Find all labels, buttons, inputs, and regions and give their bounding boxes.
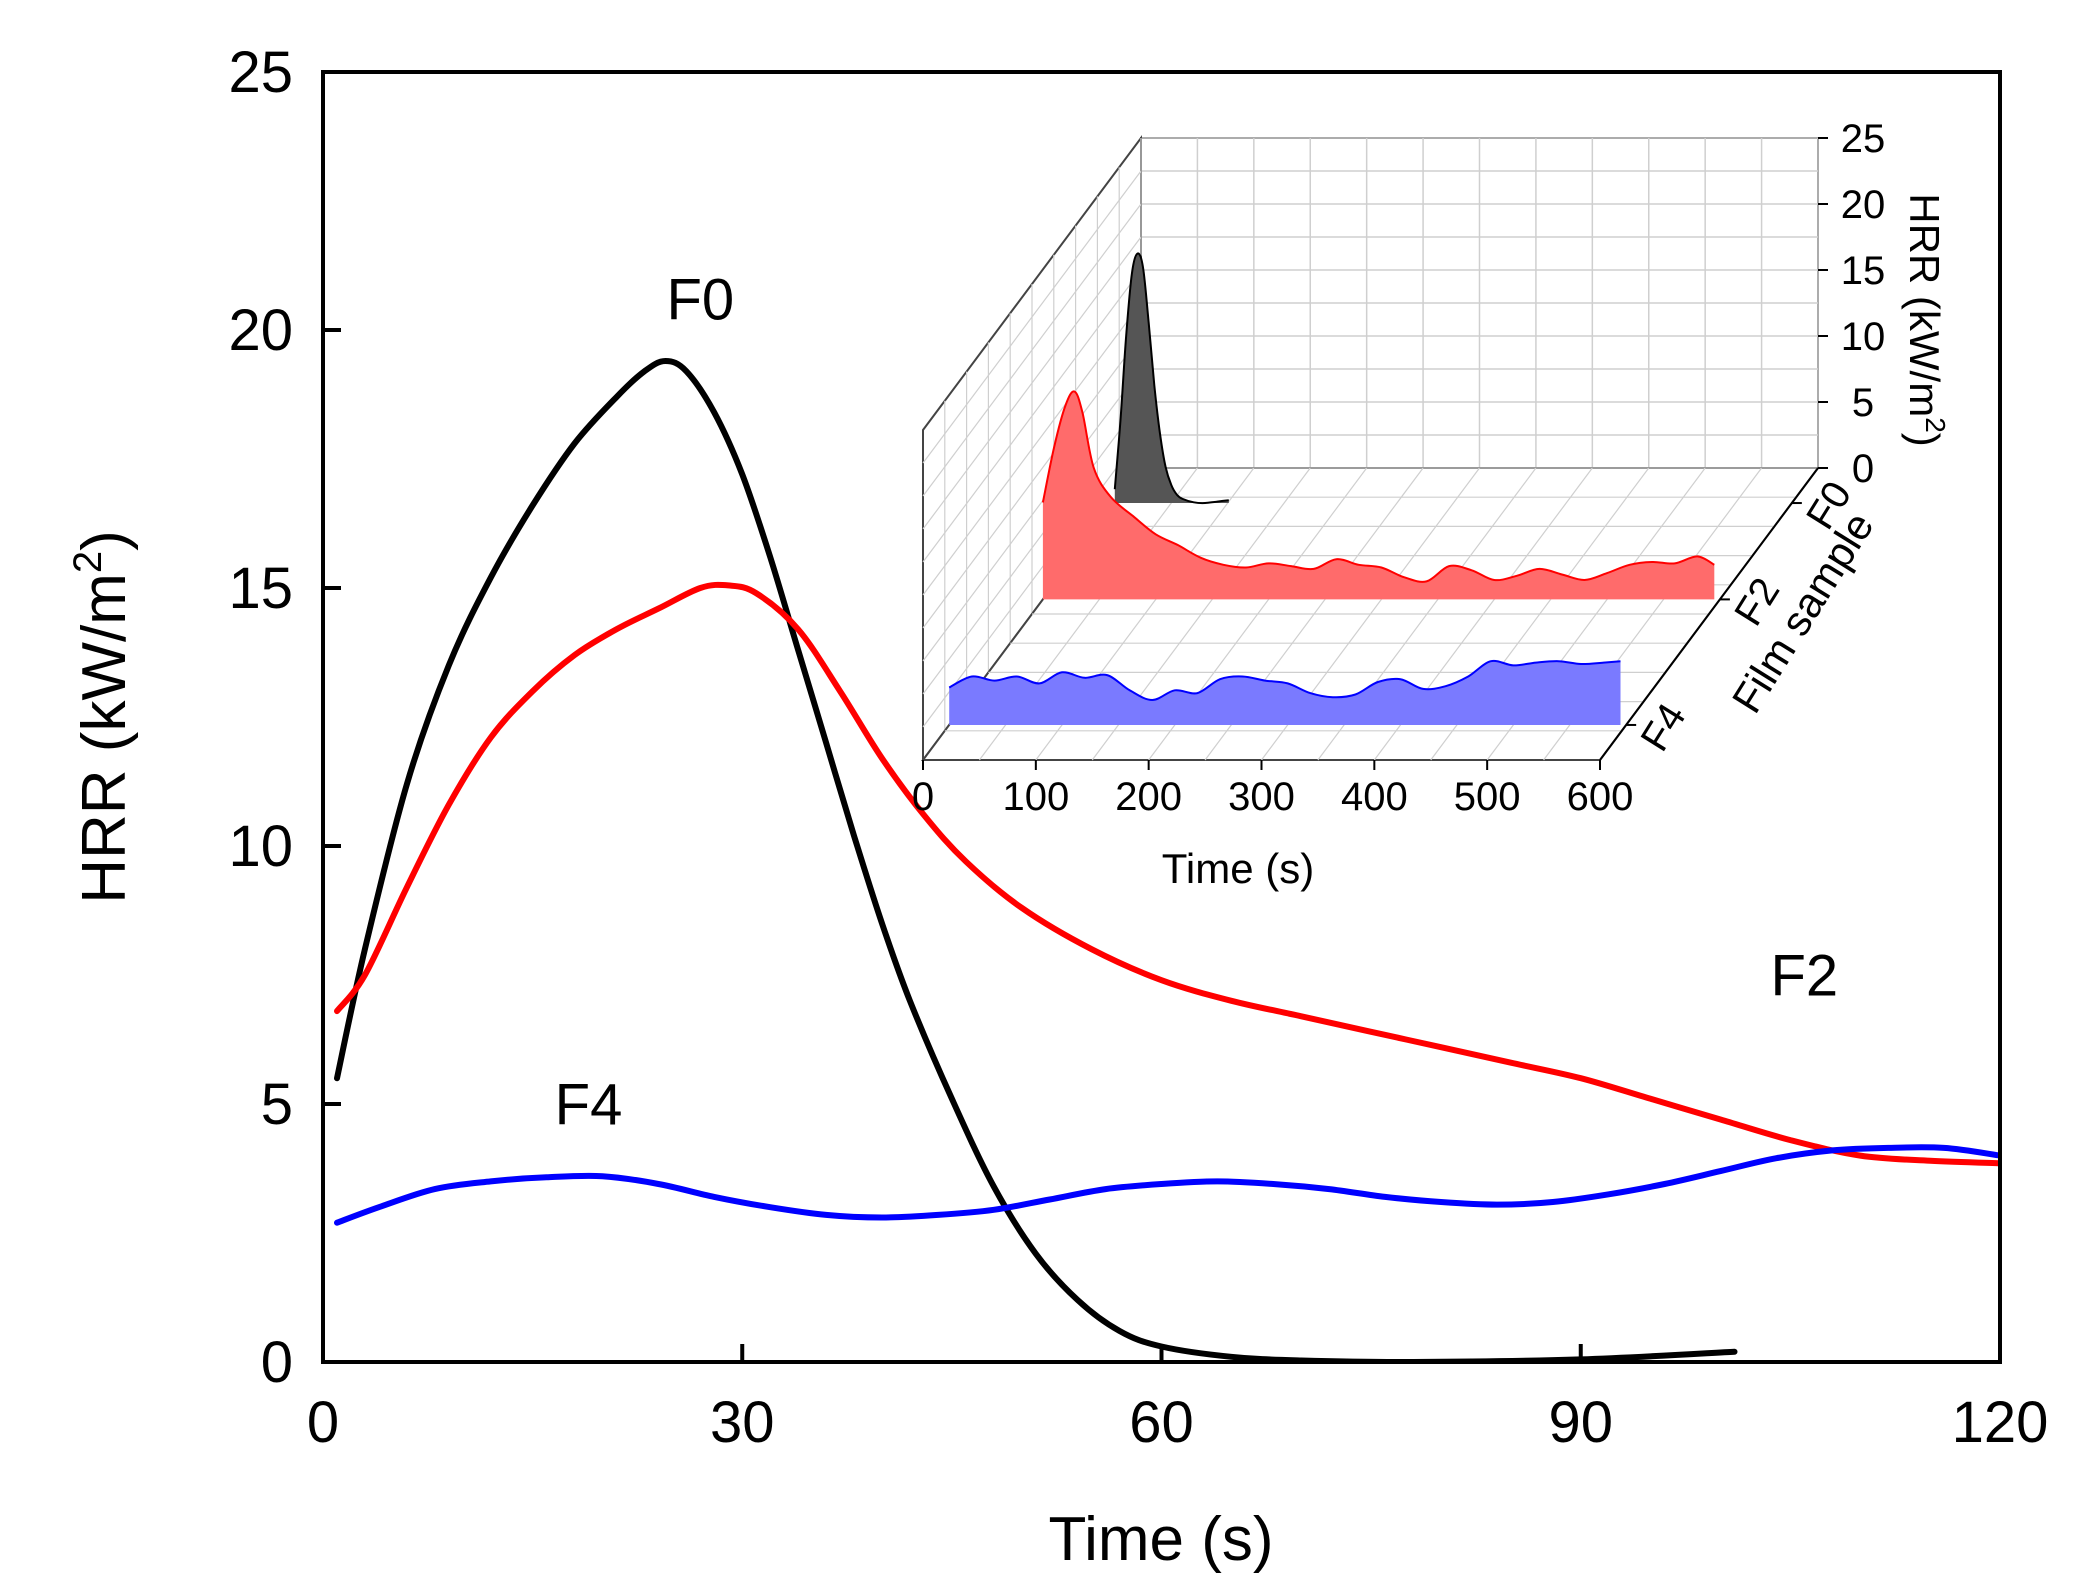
- inset-y-tick-label: 0: [1852, 447, 1874, 491]
- inset-grid-line: [922, 335, 1142, 629]
- inset-x-axis-title: Time (s): [1162, 845, 1314, 892]
- inset-grid-line: [922, 170, 1142, 464]
- curve-label-f4: F4: [555, 1073, 623, 1138]
- inset-grid-line: [922, 434, 1142, 728]
- x-axis-title: Time (s): [1049, 1505, 1274, 1574]
- inset-z-axis-line: [1599, 467, 1819, 761]
- inset-grid-line: [922, 203, 1142, 497]
- inset-x-tick-label: 500: [1454, 775, 1521, 819]
- inset-y-tick-label: 25: [1841, 117, 1886, 161]
- x-tick-label: 60: [1129, 1390, 1194, 1455]
- curve-label-f2: F2: [1771, 944, 1839, 1009]
- y-tick-label: 25: [228, 40, 293, 105]
- x-tick-label: 30: [710, 1390, 775, 1455]
- inset-grid-line: [922, 368, 1142, 662]
- inset-x-tick-label: 300: [1228, 775, 1295, 819]
- y-axis-title: HRR (kW/m2): [66, 530, 139, 904]
- inset-y-axis-title-close: ): [1901, 433, 1948, 447]
- y-axis-title-main: HRR (kW/m: [70, 573, 139, 904]
- y-tick-label: 0: [261, 1330, 293, 1395]
- inset-x-tick-label: 200: [1115, 775, 1182, 819]
- curve-label-f0: F0: [666, 268, 734, 333]
- inset-grid-line: [922, 269, 1142, 563]
- y-axis-title-superscript: 2: [66, 551, 110, 573]
- inset-y-tick-label: 20: [1841, 183, 1886, 227]
- inset-x-tick-label: 600: [1567, 775, 1634, 819]
- inset-y-tick-label: 5: [1852, 381, 1874, 425]
- inset-series-line-f2: [1041, 390, 1715, 583]
- inset-grid-line: [922, 236, 1142, 530]
- inset-series-line-f0: [1113, 252, 1229, 505]
- y-tick-label: 15: [228, 556, 293, 621]
- inset-series-group: [948, 252, 1715, 725]
- inset-grid-line: [922, 302, 1142, 596]
- inset-x-tick-label: 100: [1002, 775, 1069, 819]
- inset-series-area-f4: [949, 660, 1621, 725]
- inset-y-tick-label: 15: [1841, 249, 1886, 293]
- inset-x-tick-label: 0: [912, 775, 934, 819]
- y-axis-title-close: ): [70, 530, 139, 551]
- inset-y-axis-title-superscript: 2: [1920, 417, 1951, 433]
- inset-grid-line: [922, 401, 1142, 695]
- series-line-f2: [334, 581, 2000, 1167]
- inset-series-area-f0: [1114, 253, 1229, 504]
- x-tick-label: 120: [1952, 1390, 2049, 1455]
- inset-y-axis-title: HRR (kW/m2): [1901, 193, 1951, 447]
- inset-y-tick-label: 10: [1841, 315, 1886, 359]
- series-line-f0: [334, 358, 1738, 1362]
- y-tick-label: 20: [228, 298, 293, 363]
- inset-x-tick-label: 400: [1341, 775, 1408, 819]
- x-tick-label: 90: [1548, 1390, 1613, 1455]
- x-tick-label: 0: [307, 1390, 339, 1455]
- inset-series-area-f2: [1042, 391, 1715, 600]
- y-tick-label: 10: [228, 814, 293, 879]
- y-tick-label: 5: [261, 1072, 293, 1137]
- main-series-group: [334, 358, 2000, 1362]
- inset-series-line-f4: [948, 659, 1621, 702]
- series-line-f4: [334, 1144, 2000, 1226]
- inset-y-axis-title-main: HRR (kW/m: [1901, 193, 1948, 417]
- curve-labels: F0 F2 F4: [555, 268, 1839, 1138]
